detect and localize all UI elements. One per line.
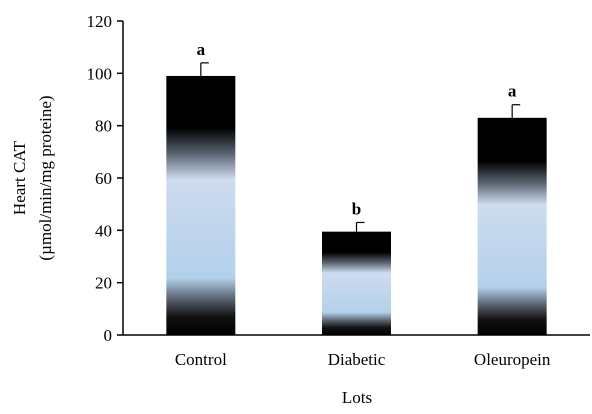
- y-tick-label: 100: [87, 64, 113, 83]
- bar-control: [166, 75, 236, 335]
- y-ticks: 0 20 40 60 80 100 120: [87, 12, 123, 345]
- error-bars: [200, 62, 521, 232]
- bar-diabetic: [322, 231, 391, 335]
- y-tick-label: 0: [104, 326, 113, 345]
- significance-labels: a b a: [197, 40, 517, 219]
- x-tick-labels: Control Diabetic Oleuropein: [175, 350, 551, 369]
- x-tick-label-diabetic: Diabetic: [328, 350, 386, 369]
- y-tick-label: 80: [95, 117, 112, 136]
- y-tick-label: 60: [95, 169, 112, 188]
- y-axis-title-line1: Heart CAT: [10, 140, 29, 215]
- y-tick-label: 20: [95, 274, 112, 293]
- bars: [166, 75, 547, 335]
- x-tick-label-oleuropein: Oleuropein: [474, 350, 551, 369]
- y-axis-title: Heart CAT (µmol/min/mg proteine): [10, 95, 55, 260]
- bar-oleuropein: [477, 117, 547, 335]
- y-tick-label: 40: [95, 221, 112, 240]
- significance-label-oleuropein: a: [508, 82, 517, 101]
- x-axis-title: Lots: [342, 388, 372, 407]
- y-tick-label: 120: [87, 12, 113, 31]
- significance-label-diabetic: b: [352, 199, 361, 218]
- x-tick-label-control: Control: [175, 350, 227, 369]
- significance-label-control: a: [197, 40, 206, 59]
- y-axis-title-line2: (µmol/min/mg proteine): [36, 95, 55, 260]
